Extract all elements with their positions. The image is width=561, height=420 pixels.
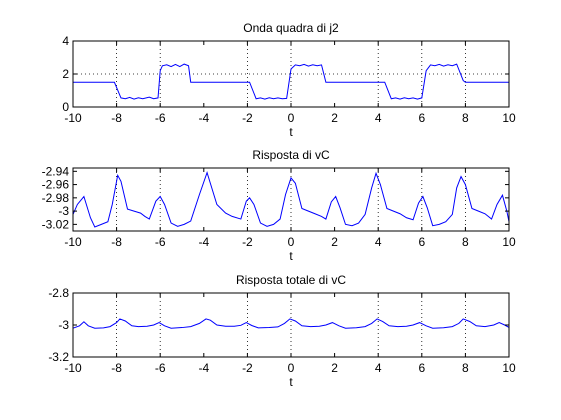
- x-axis-label: t: [289, 375, 293, 389]
- subplot-total-vc-response: -10 -8 -6 -4 -2 0 2 4 6 8 10 -3.2 -3 -2.8 Risposta tot…: [48, 273, 516, 389]
- x-tick-label: -8: [111, 361, 122, 375]
- x-tick-label: 2: [331, 235, 338, 249]
- x-tick-label: -8: [111, 235, 122, 249]
- y-tick-label: 4: [62, 34, 69, 48]
- y-tick-label: -2.96: [42, 178, 70, 192]
- x-tick-label: -10: [64, 361, 82, 375]
- subplot-title: Onda quadra di j2: [243, 21, 339, 35]
- x-tick-label: 0: [288, 111, 295, 125]
- y-tick-label: -3: [58, 204, 69, 218]
- x-tick-label: -4: [198, 235, 209, 249]
- x-tick-label: 6: [418, 111, 425, 125]
- y-tick-label: -3: [58, 318, 69, 332]
- x-tick-label: 6: [418, 361, 425, 375]
- x-tick-label: -6: [155, 361, 166, 375]
- x-tick-label: 4: [375, 111, 382, 125]
- x-tick-label: 10: [502, 235, 516, 249]
- y-tick-label: -2.98: [42, 191, 70, 205]
- x-tick-label: 8: [462, 361, 469, 375]
- y-tick-label: 0: [62, 100, 69, 114]
- x-tick-label: 8: [462, 111, 469, 125]
- x-tick-label: 0: [288, 235, 295, 249]
- x-tick-label: -8: [111, 111, 122, 125]
- y-tick-label: 2: [62, 67, 69, 81]
- x-tick-label: -4: [198, 361, 209, 375]
- x-tick-label: -4: [198, 111, 209, 125]
- x-tick-label: -2: [242, 235, 253, 249]
- x-tick-label: 10: [502, 111, 516, 125]
- x-tick-label: 2: [331, 111, 338, 125]
- x-tick-label: 0: [288, 361, 295, 375]
- x-tick-label: 10: [502, 361, 516, 375]
- series-line-0: [73, 63, 509, 100]
- subplot-title: Risposta totale di vC: [236, 273, 346, 287]
- y-tick-label: -3.02: [42, 217, 70, 231]
- x-tick-label: -10: [64, 235, 82, 249]
- x-tick-label: 4: [375, 361, 382, 375]
- x-tick-label: -2: [242, 111, 253, 125]
- subplot-square-wave-j2: -10 -8 -6 -4 -2 0 2 4 6 8 10 0 2 4 Onda quadra di j2 t: [62, 21, 516, 139]
- x-tick-label: -6: [155, 235, 166, 249]
- series-line-0: [72, 171, 510, 228]
- y-tick-label: -2.8: [48, 286, 69, 300]
- x-tick-label: 8: [462, 235, 469, 249]
- x-tick-label: 6: [418, 235, 425, 249]
- y-tick-label: -3.2: [48, 350, 69, 364]
- x-tick-label: -6: [155, 111, 166, 125]
- subplot-title: Risposta di vC: [252, 148, 330, 162]
- x-tick-label: 2: [331, 361, 338, 375]
- x-axis-label: t: [289, 125, 293, 139]
- x-tick-label: -10: [64, 111, 82, 125]
- x-tick-label: 4: [375, 235, 382, 249]
- x-axis-label: t: [289, 249, 293, 263]
- subplot-vc-response: -10 -8 -6 -4 -2 0 2 4 6 8 10 -3.02-3-2.98-2.96-2.94…: [42, 148, 516, 263]
- x-tick-label: -2: [242, 361, 253, 375]
- series-line-0: [72, 318, 510, 329]
- y-tick-label: -2.94: [42, 164, 70, 178]
